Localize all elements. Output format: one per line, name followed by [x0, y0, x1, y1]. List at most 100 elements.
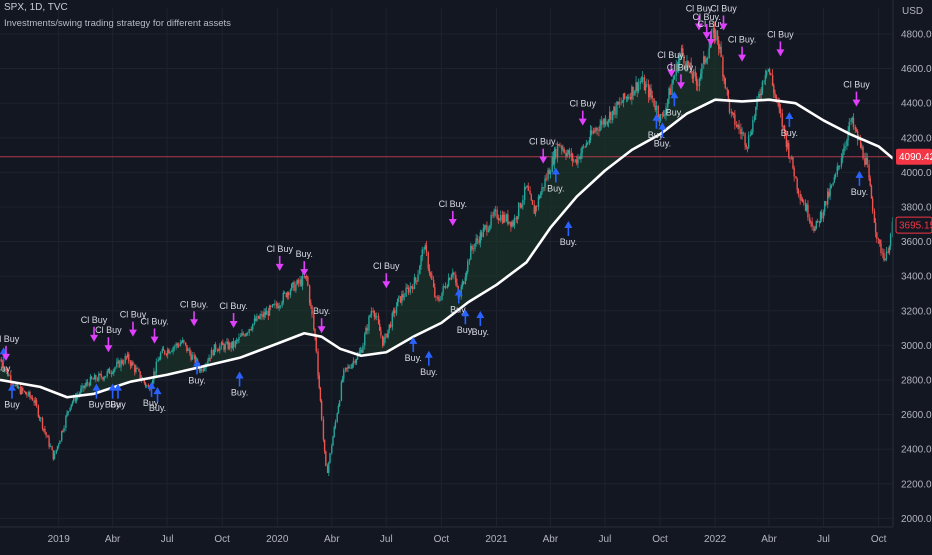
candle-body: [301, 276, 304, 286]
exit-arrow: [676, 82, 685, 90]
candle-body: [771, 75, 774, 86]
candle-body: [444, 286, 447, 288]
candle-body: [682, 48, 684, 56]
candle-body: [782, 125, 785, 127]
candle-body: [322, 419, 325, 440]
x-tick-label: Abr: [761, 534, 777, 545]
candle-body: [409, 286, 411, 293]
candle-body: [465, 271, 468, 278]
price-axis-panel: [893, 0, 932, 550]
candle-body: [730, 112, 732, 114]
candle-body: [486, 225, 488, 233]
candle-body: [234, 340, 237, 348]
candle-body: [814, 228, 816, 231]
candle-body: [414, 277, 417, 281]
exit-arrow: [667, 70, 676, 78]
candle-body: [533, 204, 535, 214]
candle-body: [644, 84, 647, 91]
candle-body: [687, 60, 689, 66]
candle-body: [507, 214, 509, 224]
candle-body: [695, 76, 698, 85]
candle-body: [393, 310, 396, 314]
candle-body: [382, 335, 384, 346]
signal-label: Cl Buy: [266, 244, 293, 254]
candle-body: [869, 178, 871, 186]
exit-arrow: [539, 156, 548, 164]
candle-body: [797, 189, 800, 195]
candle-body: [443, 286, 446, 288]
candle-body: [834, 174, 837, 178]
entry-arrow: [193, 359, 202, 367]
candle-body: [16, 383, 19, 389]
entry-arrow: [113, 383, 122, 391]
y-tick-label: 4400.00: [901, 99, 932, 110]
candle-body: [155, 361, 158, 373]
exit-arrow: [702, 32, 711, 40]
candle-body: [401, 294, 403, 303]
candle-body: [259, 316, 261, 319]
candle-body: [428, 268, 431, 273]
candle-body: [193, 355, 195, 357]
candle-body: [676, 63, 679, 72]
candle-body: [847, 130, 849, 141]
signal-label: Buy.: [560, 237, 577, 247]
candle-body: [763, 80, 765, 82]
candle-body: [830, 185, 833, 188]
candle-body: [735, 125, 738, 127]
candle-body: [816, 220, 819, 222]
candle-body: [851, 117, 853, 120]
candle-body: [304, 276, 307, 278]
symbol-line[interactable]: SPX, 1D, TVC: [4, 2, 68, 13]
candle-body: [468, 259, 471, 262]
candle-body: [262, 313, 264, 317]
candle-body: [599, 125, 601, 131]
candle-body: [346, 367, 348, 369]
candle-body: [336, 413, 338, 422]
candle-body: [841, 154, 844, 159]
candle-body: [460, 287, 462, 297]
signal-label: Buy.: [547, 183, 564, 193]
candle-body: [478, 240, 480, 243]
last-price-tag: [896, 148, 932, 165]
candle-body: [453, 272, 455, 275]
candle-body: [374, 316, 377, 318]
candle-body: [429, 272, 432, 275]
candle-body: [435, 296, 437, 298]
strategy-title[interactable]: Investments/swing trading strategy for d…: [4, 18, 231, 29]
candle-body: [727, 90, 729, 100]
candle-body: [709, 42, 712, 49]
candle-body: [551, 156, 553, 172]
candle-body: [562, 148, 564, 150]
candle-body: [135, 368, 137, 372]
candle-body: [529, 190, 531, 195]
signal-label: Buy.: [781, 128, 798, 138]
candle-body: [398, 296, 400, 299]
price-series[interactable]: [0, 22, 894, 477]
candle-body: [1, 361, 4, 366]
candle-body: [855, 129, 858, 132]
candle-body: [383, 339, 385, 346]
candle-body: [485, 225, 487, 227]
candle-body: [741, 132, 743, 135]
entry-arrow: [476, 310, 485, 318]
candle-body: [41, 417, 44, 429]
candle-body: [157, 360, 159, 362]
candle-body: [281, 302, 283, 306]
candle-body: [96, 379, 99, 381]
candle-body: [806, 204, 808, 211]
candle-body: [846, 140, 848, 146]
candle-body: [113, 369, 115, 374]
candle-body: [450, 275, 453, 280]
candle-body: [718, 40, 720, 50]
candle-body: [126, 354, 129, 358]
candle-body: [815, 220, 818, 229]
candle-body: [570, 153, 573, 157]
candle-body: [207, 361, 209, 364]
candle-body: [712, 28, 715, 33]
candle-body: [885, 251, 888, 259]
candle-body: [755, 106, 757, 117]
entry-arrow: [461, 309, 470, 317]
candle-body: [0, 359, 2, 362]
